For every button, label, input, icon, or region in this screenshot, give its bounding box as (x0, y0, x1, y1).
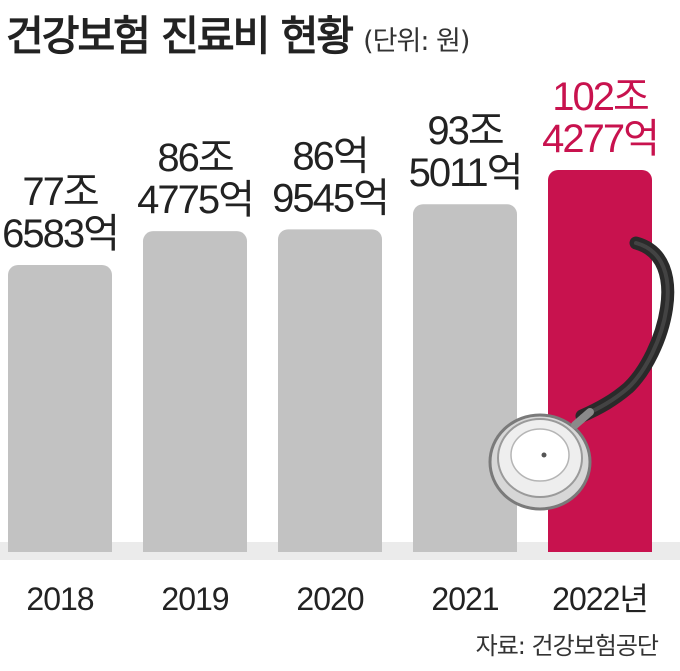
title-block: 건강보험 진료비 현황 (단위: 원) (6, 2, 470, 62)
bar-2020 (278, 229, 382, 552)
value-label-2019-line1: 86조 (157, 136, 232, 180)
bar-2018 (8, 265, 112, 552)
chart-title: 건강보험 진료비 현황 (6, 12, 354, 60)
bar-base-2022년 (548, 538, 652, 552)
value-label-2018-line2: 6583억 (2, 212, 118, 256)
x-axis-labels: 2018 2019 2020 2021 2022년 (26, 581, 648, 617)
value-label-2022년-line2: 4277억 (542, 117, 658, 161)
x-tick-2019: 2019 (161, 581, 228, 617)
bar-base-2018 (8, 538, 112, 552)
value-label-2021-line2: 5011억 (409, 151, 522, 195)
x-tick-2020: 2020 (296, 581, 363, 617)
value-label-2021-line1: 93조 (427, 109, 502, 153)
bar-base-2019 (143, 538, 247, 552)
x-tick-2022년: 2022년 (552, 581, 648, 617)
chart-unit: (단위: 원) (363, 26, 470, 57)
bar-2021 (413, 204, 517, 552)
stethoscope-icon (488, 236, 675, 511)
value-label-2020-line1: 86억 (292, 134, 367, 178)
bar-2019 (143, 231, 247, 552)
source-note: 자료: 건강보험공단 (475, 632, 659, 660)
bar-base-2021 (413, 538, 517, 552)
x-tick-2018: 2018 (26, 581, 93, 617)
value-label-2018-line1: 77조 (22, 170, 97, 214)
bar-base-2020 (278, 538, 382, 552)
x-tick-2021: 2021 (431, 581, 498, 617)
value-label-2020-line2: 9545억 (272, 176, 388, 220)
value-label-2019-line2: 4775억 (137, 178, 253, 222)
value-label-2022년-line1: 102조 (552, 75, 648, 119)
